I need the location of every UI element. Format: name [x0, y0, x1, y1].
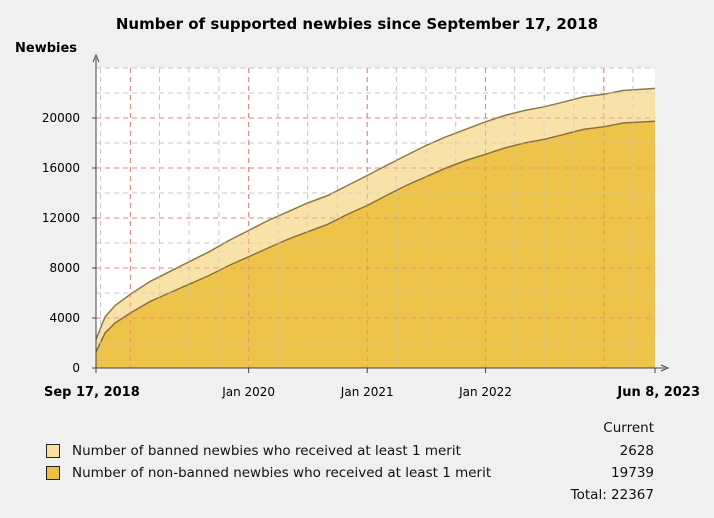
legend-swatch-non-banned [46, 466, 60, 480]
x-tick-label: Jan 2020 [221, 385, 275, 399]
y-tick-label: 12000 [42, 211, 80, 225]
y-tick-label: 16000 [42, 161, 80, 175]
line-banned [95, 87, 656, 340]
chart-title: Number of supported newbies since Septem… [116, 15, 598, 33]
area-non-banned [96, 121, 655, 368]
y-tick-label: 8000 [49, 261, 80, 275]
legend-value-non-banned: 19739 [611, 465, 654, 481]
legend-item-non-banned: Number of non-banned newbies who receive… [46, 463, 491, 483]
legend-label-non-banned: Number of non-banned newbies who receive… [72, 465, 492, 481]
area-banned [96, 88, 655, 352]
y-tick-label: 4000 [49, 311, 80, 325]
x-tick-label: Sep 17, 2018 [44, 385, 140, 400]
plot-area: 0 4000 8000 12000 16000 20000 Sep 17, 2018 Jan … [42, 53, 700, 400]
x-tick-label: Jun 8, 2023 [616, 385, 700, 400]
x-tick-label: Jan 2021 [340, 385, 394, 399]
y-axis-label: Newbies [15, 41, 77, 56]
y-tick-label: 20000 [42, 111, 80, 125]
legend-label-banned: Number of banned newbies who received at… [72, 443, 461, 459]
legend-total: Total: 22367 [570, 487, 654, 503]
x-tick-label: Jan 2022 [458, 385, 512, 399]
line-non-banned [95, 120, 656, 353]
legend-swatch-banned [46, 444, 60, 458]
legend-item-banned: Number of banned newbies who received at… [46, 441, 461, 461]
x-axis-arrow [660, 364, 670, 372]
legend-header: Current [603, 420, 654, 436]
y-axis-arrow [92, 53, 100, 63]
y-tick-label: 0 [72, 361, 80, 375]
chart-canvas: Number of supported newbies since Septem… [15, 15, 700, 400]
legend-value-banned: 2628 [619, 443, 654, 459]
